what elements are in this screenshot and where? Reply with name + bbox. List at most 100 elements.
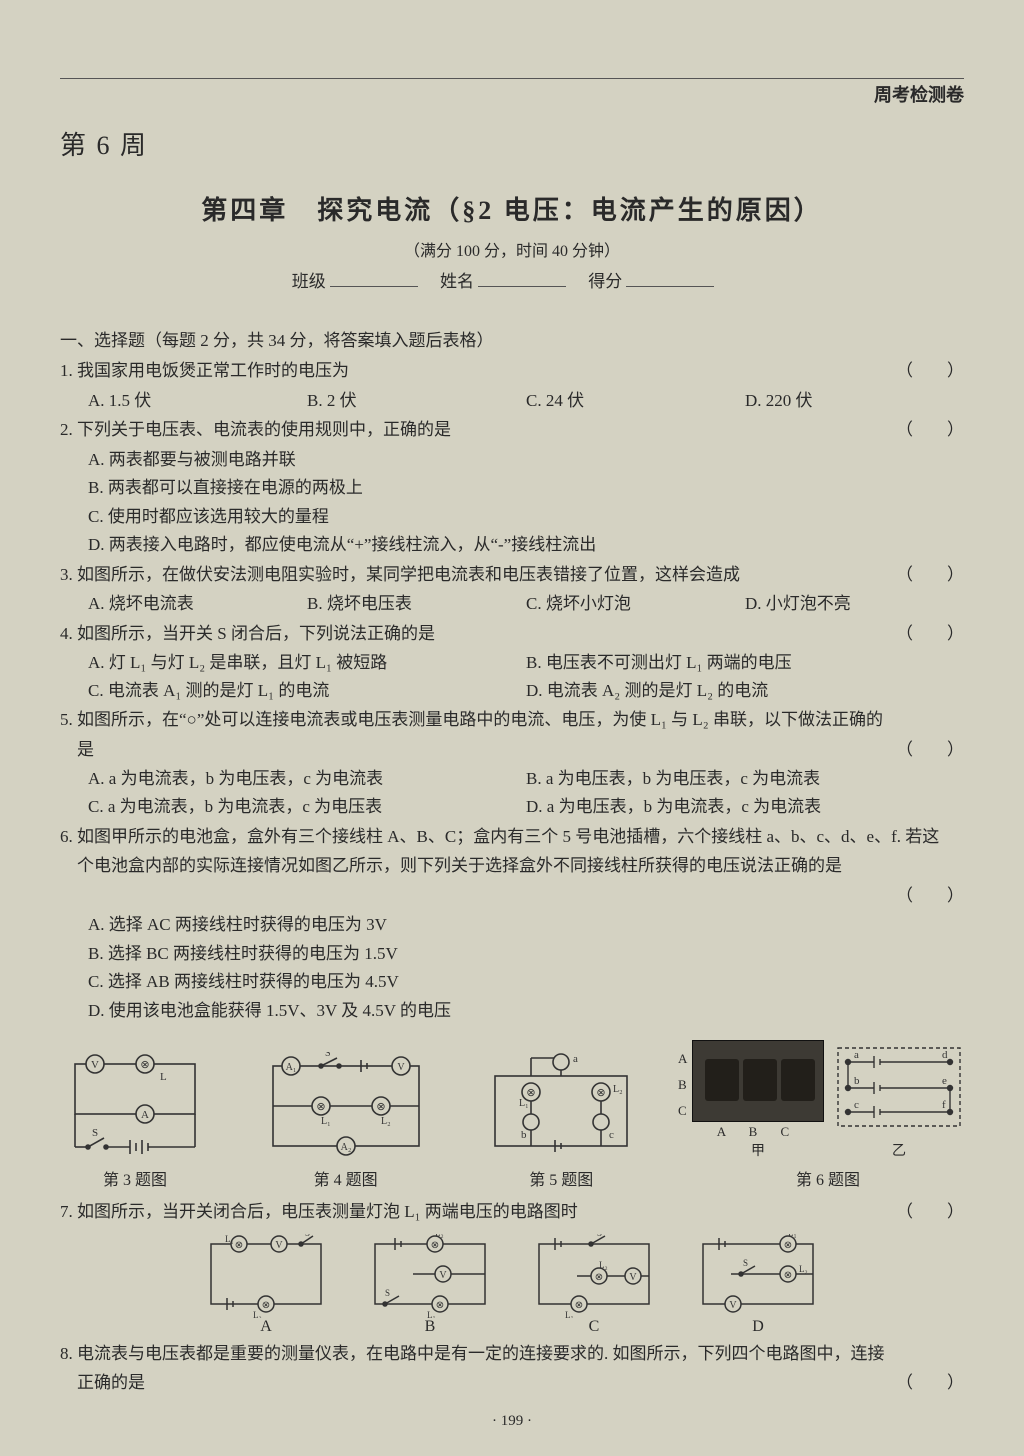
fig-q4: A₁ S V ⊗ L₁ ⊗ L₂ A₂ 第 4 题图 <box>261 1052 431 1190</box>
circuit-q7c-icon: S ⊗L₂ V ⊗L₁ <box>529 1234 659 1318</box>
svg-text:f: f <box>942 1099 946 1111</box>
fig6-caption: 第 6 题图 <box>796 1166 860 1190</box>
circuit-q7d-icon: ⊗L₁ S ⊗L₂ V <box>693 1234 823 1318</box>
svg-text:V: V <box>397 1062 405 1073</box>
page-number: · 199 · <box>0 1413 1024 1430</box>
svg-text:A₁: A₁ <box>285 1062 296 1073</box>
week-title: 第 6 周 <box>60 125 964 162</box>
chapter-title: 第四章 探究电流（§2 电压：电流产生的原因） <box>60 190 964 227</box>
svg-text:S: S <box>325 1052 331 1059</box>
svg-text:e: e <box>942 1075 947 1087</box>
svg-text:L₂: L₂ <box>613 1084 623 1095</box>
answer-paren[interactable]: （ ） <box>896 620 964 648</box>
blank-name[interactable] <box>478 268 566 287</box>
svg-text:a: a <box>573 1053 578 1065</box>
svg-text:L₁: L₁ <box>565 1310 574 1318</box>
label-class: 班级 <box>292 272 326 291</box>
svg-text:V: V <box>629 1272 637 1283</box>
answer-paren[interactable]: （ ） <box>896 882 964 910</box>
battery-box-photo-icon <box>692 1040 824 1122</box>
svg-text:⊗: ⊗ <box>235 1240 243 1251</box>
q5-opt-d: D. a 为电压表，b 为电流表，c 为电流表 <box>526 793 964 821</box>
fig6-yi: 乙 <box>834 1140 964 1160</box>
q4-opt-a: A. 灯 L₁ 与灯 L₂ 是串联，且灯 L₁ 被短路 <box>88 649 526 677</box>
svg-text:S: S <box>597 1234 602 1238</box>
q2-opt-c: C. 使用时都应该选用较大的量程 <box>88 503 964 531</box>
fig4-caption: 第 4 题图 <box>314 1166 378 1190</box>
answer-paren[interactable]: （ ） <box>896 1198 964 1226</box>
q4-opt-c: C. 电流表 A₁ 测的是灯 L₁ 的电流 <box>88 677 526 705</box>
fig3-caption: 第 3 题图 <box>103 1166 167 1190</box>
q3-opt-a: A. 烧坏电流表 <box>88 590 307 618</box>
q1-opt-c: C. 24 伏 <box>526 387 745 415</box>
q1-opt-b: B. 2 伏 <box>307 387 526 415</box>
circuit-q3-icon: V ⊗ L A S <box>60 1052 210 1160</box>
svg-text:c: c <box>609 1129 614 1141</box>
blank-score[interactable] <box>626 268 714 287</box>
svg-text:V: V <box>91 1059 99 1071</box>
q5-opt-a: A. a 为电流表，b 为电压表，c 为电流表 <box>88 765 526 793</box>
q7-opt-a: A <box>260 1318 272 1336</box>
svg-text:L₂: L₂ <box>435 1234 444 1238</box>
answer-paren[interactable]: （ ） <box>896 561 964 589</box>
blank-class[interactable] <box>330 268 418 287</box>
q5-stem: 5. 如图所示，在“○”处可以连接电流表或电压表测量电路中的电流、电压，为使 L… <box>60 706 964 734</box>
q3-opt-d: D. 小灯泡不亮 <box>745 590 964 618</box>
circuit-q4-icon: A₁ S V ⊗ L₁ ⊗ L₂ A₂ <box>261 1052 431 1160</box>
q5-stem2: 是 （ ） <box>60 736 964 764</box>
exam-page: 周考检测卷 第 6 周 第四章 探究电流（§2 电压：电流产生的原因） （满分 … <box>0 0 1024 1456</box>
svg-text:S: S <box>305 1234 310 1238</box>
q5-options: A. a 为电流表，b 为电压表，c 为电流表B. a 为电压表，b 为电压表，… <box>60 765 964 820</box>
answer-paren[interactable]: （ ） <box>896 357 964 385</box>
answer-paren[interactable]: （ ） <box>896 416 964 444</box>
q7-figures: ⊗L₁ V S ⊗L₂ A ⊗L₂ V S ⊗L₁ B <box>60 1234 964 1336</box>
svg-text:⊗: ⊗ <box>436 1300 444 1311</box>
q8-stem: 8. 电流表与电压表都是重要的测量仪表，在电路中是有一定的连接要求的. 如图所示… <box>60 1340 964 1368</box>
svg-text:c: c <box>854 1099 859 1111</box>
circuit-q7b-icon: ⊗L₂ V S ⊗L₁ <box>365 1234 495 1318</box>
q7-fig-a: ⊗L₁ V S ⊗L₂ A <box>201 1234 331 1336</box>
label-name: 姓名 <box>440 272 474 291</box>
q6-paren-line: （ ） <box>60 882 964 910</box>
answer-paren[interactable]: （ ） <box>896 736 964 764</box>
q6-stem2: 个电池盒内部的实际连接情况如图乙所示，则下列关于选择盒外不同接线柱所获得的电压说… <box>60 852 964 880</box>
svg-text:⊗: ⊗ <box>784 1270 792 1281</box>
fig6-diagram: ad be cf 乙 <box>834 1044 964 1160</box>
q6-opt-b: B. 选择 BC 两接线柱时获得的电压为 1.5V <box>88 940 964 968</box>
svg-text:b: b <box>854 1075 860 1087</box>
svg-text:L: L <box>160 1071 167 1083</box>
q4-opt-d: D. 电流表 A₂ 测的是灯 L₂ 的电流 <box>526 677 964 705</box>
svg-text:L₁: L₁ <box>321 1116 331 1127</box>
q7-opt-b: B <box>425 1318 436 1336</box>
svg-text:⊗: ⊗ <box>431 1240 439 1251</box>
q5-opt-b: B. a 为电压表，b 为电压表，c 为电流表 <box>526 765 964 793</box>
svg-text:L₁: L₁ <box>225 1234 234 1244</box>
q1-stem: 1. 我国家用电饭煲正常工作时的电压为 （ ） <box>60 357 964 385</box>
svg-text:⊗: ⊗ <box>262 1300 270 1311</box>
svg-text:⊗: ⊗ <box>597 1087 606 1099</box>
svg-text:S: S <box>743 1258 748 1268</box>
q6-options: A. 选择 AC 两接线柱时获得的电压为 3V B. 选择 BC 两接线柱时获得… <box>60 911 964 1024</box>
answer-paren[interactable]: （ ） <box>896 1369 964 1397</box>
svg-text:V: V <box>729 1300 737 1311</box>
circuit-q7a-icon: ⊗L₁ V S ⊗L₂ <box>201 1234 331 1318</box>
q7-fig-c: S ⊗L₂ V ⊗L₁ C <box>529 1234 659 1336</box>
svg-text:L₂: L₂ <box>599 1260 608 1270</box>
svg-text:d: d <box>942 1049 948 1061</box>
svg-text:V: V <box>439 1270 447 1281</box>
fig-q5: a ⊗ L₁ ⊗ L₂ b c 第 5 题图 <box>481 1052 641 1190</box>
svg-text:b: b <box>521 1129 527 1141</box>
q6-opt-a: A. 选择 AC 两接线柱时获得的电压为 3V <box>88 911 964 939</box>
q3-stem: 3. 如图所示，在做伏安法测电阻实验时，某同学把电流表和电压表错接了位置，这样会… <box>60 561 964 589</box>
svg-text:L₁: L₁ <box>788 1234 797 1238</box>
svg-text:A: A <box>141 1109 149 1121</box>
svg-text:⊗: ⊗ <box>316 1101 325 1113</box>
svg-text:⊗: ⊗ <box>784 1240 792 1251</box>
q4-options: A. 灯 L₁ 与灯 L₂ 是串联，且灯 L₁ 被短路B. 电压表不可测出灯 L… <box>60 649 964 704</box>
q7-opt-d: D <box>752 1318 764 1336</box>
q2-opt-d: D. 两表接入电路时，都应使电流从“+”接线柱流入，从“-”接线柱流出 <box>88 531 964 559</box>
battery-box-diagram-icon: ad be cf <box>834 1044 964 1140</box>
q2-options: A. 两表都要与被测电路并联 B. 两表都可以直接接在电源的两极上 C. 使用时… <box>60 446 964 559</box>
svg-text:L₁: L₁ <box>519 1098 529 1109</box>
q3-opt-b: B. 烧坏电压表 <box>307 590 526 618</box>
